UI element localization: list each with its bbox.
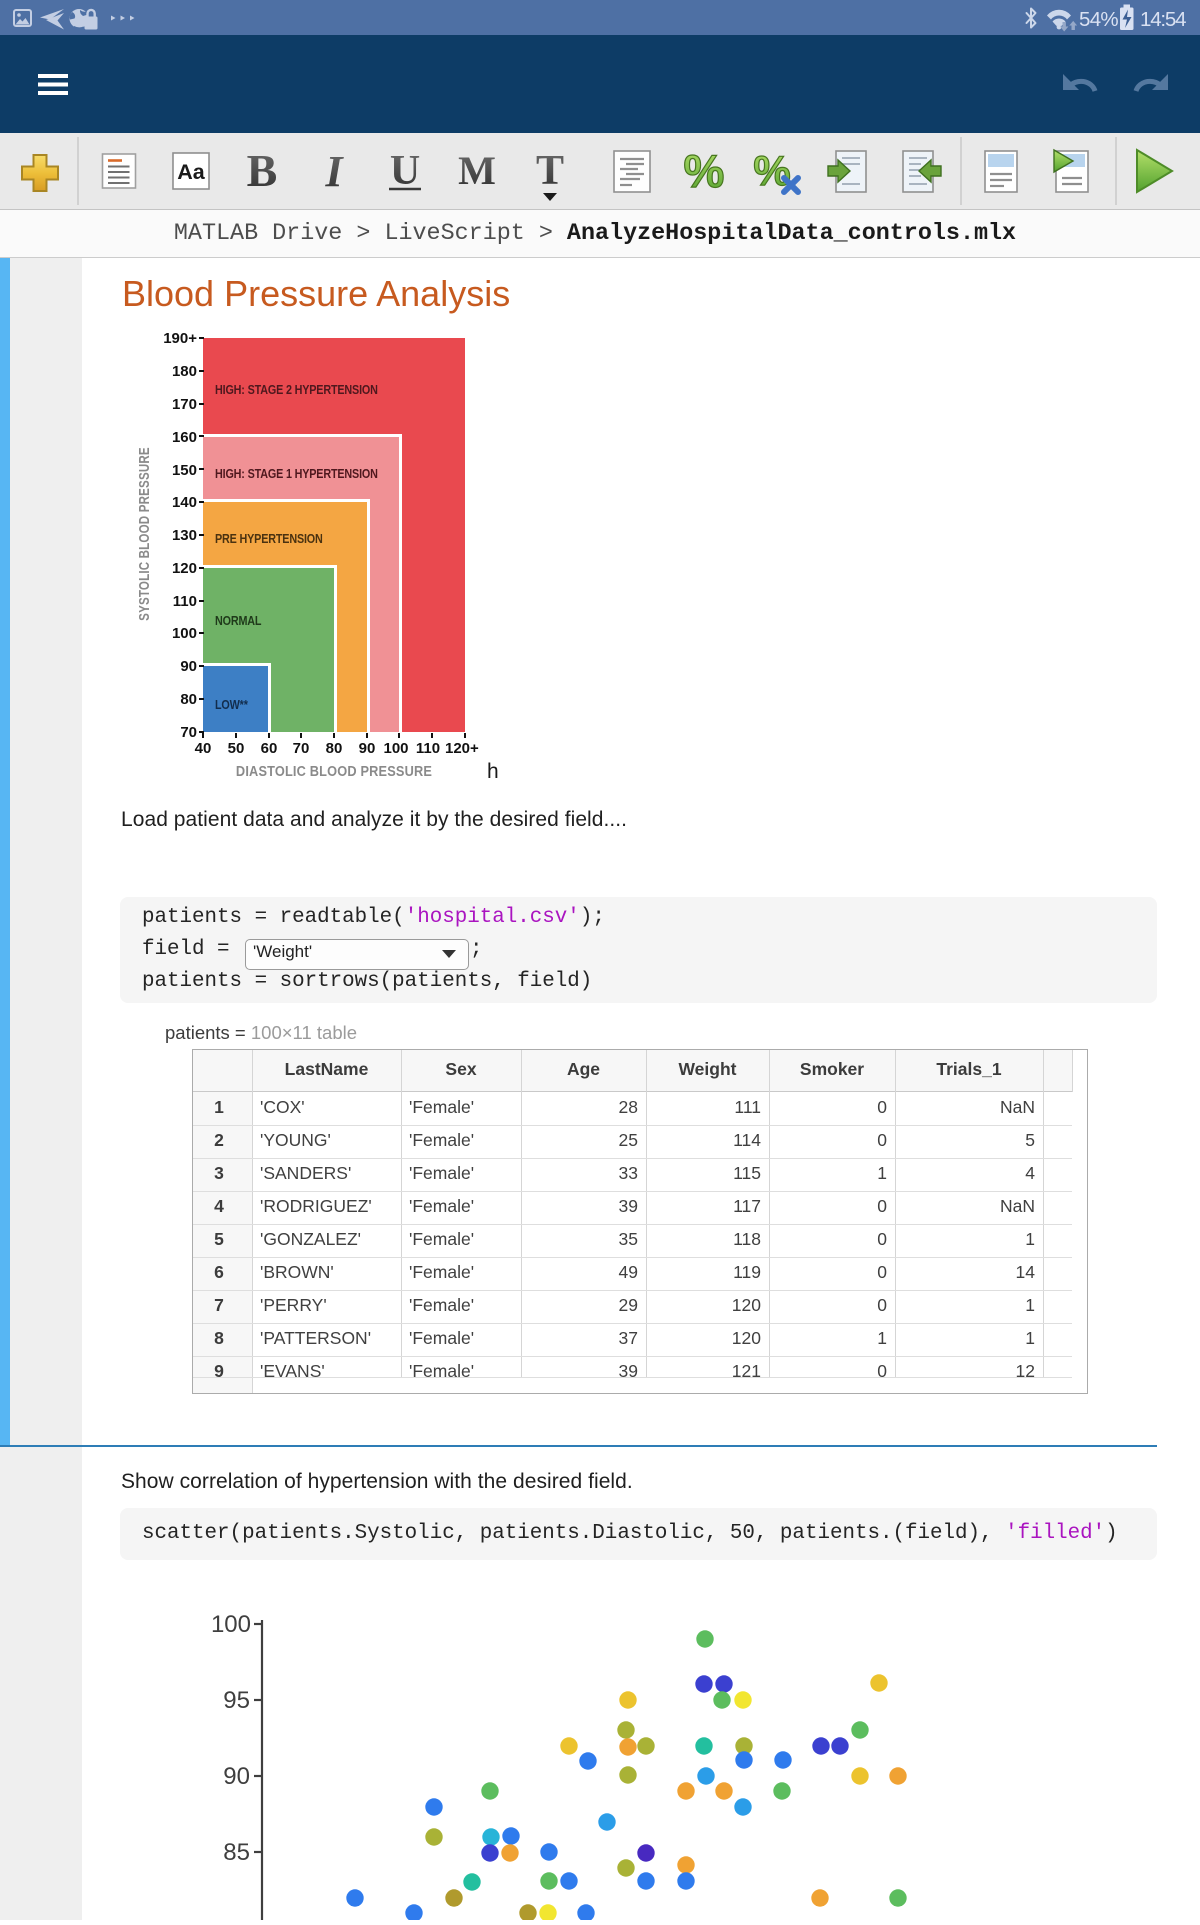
svg-text:U: U bbox=[390, 148, 420, 194]
svg-text:B: B bbox=[247, 145, 278, 196]
svg-text:54%: 54% bbox=[1079, 8, 1118, 31]
svg-text:%: % bbox=[684, 145, 725, 197]
svg-text:I: I bbox=[324, 147, 344, 196]
svg-text:%: % bbox=[753, 147, 790, 194]
svg-text:100: 100 bbox=[211, 1611, 251, 1638]
svg-text:T: T bbox=[536, 148, 564, 194]
svg-text:14:54: 14:54 bbox=[1140, 8, 1186, 31]
svg-text:Aa: Aa bbox=[177, 160, 206, 184]
svg-text:90: 90 bbox=[223, 1763, 250, 1790]
svg-text:95: 95 bbox=[223, 1687, 250, 1714]
svg-text:M: M bbox=[458, 148, 496, 193]
svg-text:85: 85 bbox=[223, 1839, 250, 1866]
